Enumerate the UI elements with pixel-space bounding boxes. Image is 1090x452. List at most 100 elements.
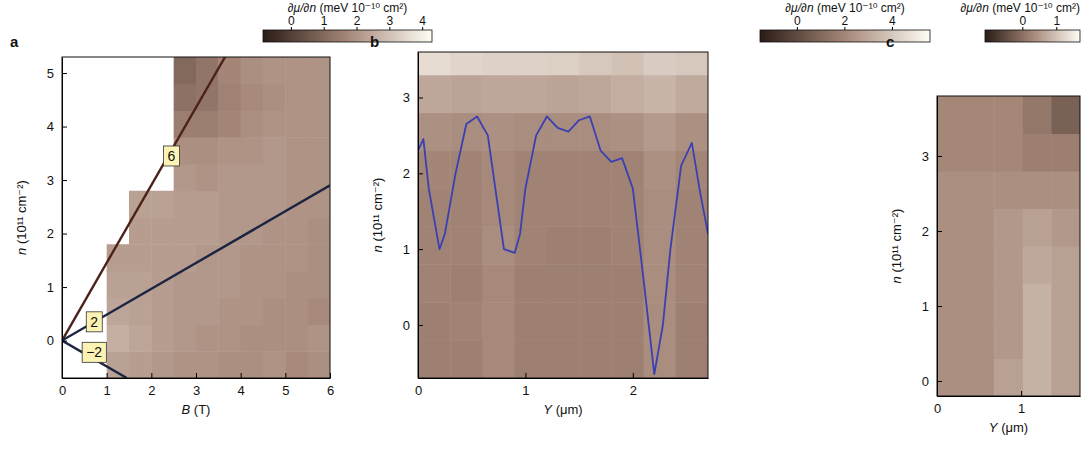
heatmap-cell <box>308 271 330 298</box>
heatmap-cell <box>285 164 308 191</box>
heatmap-cell <box>196 244 219 271</box>
heatmap-cell <box>263 137 286 164</box>
heatmap-cell <box>151 191 174 218</box>
heatmap-cell <box>241 351 264 378</box>
heatmap <box>937 96 1080 396</box>
panel-label: b <box>370 33 379 50</box>
heatmap-cell <box>129 218 152 245</box>
heatmap-cell <box>418 302 451 340</box>
heatmap-cell <box>418 151 451 189</box>
y-axis-tick: 3 <box>922 149 942 164</box>
heatmap-cell <box>1051 171 1080 209</box>
y-axis-tick-label: 0 <box>47 333 54 348</box>
x-axis: 0123456 <box>59 373 334 398</box>
heatmap-cell <box>611 302 644 340</box>
heatmap-cell <box>450 151 483 189</box>
heatmap <box>107 57 330 378</box>
heatmap-cell <box>1051 209 1080 247</box>
heatmap-cell <box>611 188 644 226</box>
heatmap-cell <box>515 52 548 75</box>
colorbar-axis-tick: 4 <box>419 14 426 30</box>
y-axis-tick-label: 2 <box>922 224 929 239</box>
heatmap-cell <box>676 302 708 340</box>
heatmap-cell <box>482 151 515 189</box>
heatmap-cell <box>515 264 548 302</box>
colorbar-axis-tick-label: 2 <box>354 14 361 28</box>
x-axis: 01 <box>934 391 1081 416</box>
y-axis-tick: 1 <box>922 299 942 314</box>
panel: 0120123Y (μm)n (10¹¹ cm⁻²)024∂μ/∂n (meV … <box>370 1 931 417</box>
colorbar-axis-line <box>986 30 1081 31</box>
heatmap-cell <box>263 244 286 271</box>
line-label-text: −2 <box>86 344 102 360</box>
colorbar-axis-tick-label: 2 <box>842 14 849 28</box>
heatmap-cell <box>129 351 152 378</box>
heatmap-cell <box>611 52 644 75</box>
heatmap-cell <box>1051 284 1080 322</box>
x-axis-tick-mark <box>525 373 526 378</box>
heatmap-cell <box>285 351 308 378</box>
heatmap-cell <box>1023 246 1052 284</box>
heatmap-cell <box>174 84 197 111</box>
colorbar-axis: 024 <box>761 14 931 31</box>
heatmap-cell <box>450 75 483 113</box>
heatmap-cell <box>547 151 580 189</box>
x-axis-tick: 1 <box>104 373 111 398</box>
colorbar: 01∂μ/∂n (meV 10⁻¹⁰ cm²) <box>960 1 1080 42</box>
heatmap-cell <box>1023 171 1052 209</box>
heatmap-cell <box>450 188 483 226</box>
colorbar-axis-tick: 1 <box>1053 14 1060 30</box>
colorbar-axis-tick-label: 1 <box>321 14 328 28</box>
x-axis-tick: 6 <box>327 373 334 398</box>
colorbar-gradient <box>985 30 1080 42</box>
heatmap-cell <box>218 271 241 298</box>
heatmap-cell <box>450 340 483 378</box>
y-axis-tick-mark <box>62 341 67 342</box>
heatmap-cell <box>308 351 330 378</box>
heatmap-cell <box>285 298 308 325</box>
heatmap-cell <box>994 246 1023 284</box>
heatmap-cell <box>285 111 308 138</box>
heatmap-cell <box>937 209 966 247</box>
heatmap-cell <box>285 271 308 298</box>
heatmap-cell <box>515 75 548 113</box>
heatmap-cell <box>482 264 515 302</box>
heatmap-cell <box>644 151 677 189</box>
heatmap-cell <box>174 325 197 352</box>
y-axis-tick-mark <box>62 234 67 235</box>
x-axis-tick-label: 4 <box>238 383 245 398</box>
heatmap-cell <box>308 137 330 164</box>
x-axis-tick-mark <box>1021 391 1022 396</box>
x-axis-tick-label: 2 <box>148 383 155 398</box>
y-axis-tick-mark <box>937 231 942 232</box>
y-axis-line <box>418 53 419 379</box>
heatmap-cell <box>676 75 708 113</box>
y-axis-line <box>62 58 63 379</box>
x-axis-tick: 2 <box>148 373 155 398</box>
heatmap-cell <box>241 271 264 298</box>
heatmap-cell <box>676 226 708 264</box>
heatmap-cell <box>196 298 219 325</box>
heatmap-cell <box>579 75 612 113</box>
colorbar-title: ∂μ/∂n (meV 10⁻¹⁰ cm²) <box>288 1 408 15</box>
line <box>62 57 225 341</box>
heatmap-cell <box>966 321 995 359</box>
heatmap-cell <box>107 271 130 298</box>
x-axis-tick-label: 6 <box>327 383 334 398</box>
heatmap-cell <box>241 57 264 84</box>
y-axis-tick-label: 4 <box>47 119 54 134</box>
colorbar-title: ∂μ/∂n (meV 10⁻¹⁰ cm²) <box>785 1 905 15</box>
heatmap-cell <box>547 264 580 302</box>
heatmap-cell <box>482 340 515 378</box>
x-axis-title: B (T) <box>182 402 211 417</box>
x-axis-tick-label: 1 <box>522 383 529 398</box>
heatmap-cell <box>579 264 612 302</box>
heatmap-cell <box>450 226 483 264</box>
colorbar-axis-tick-label: 4 <box>419 14 426 28</box>
y-axis-tick: 0 <box>922 374 942 389</box>
heatmap-cell <box>482 113 515 151</box>
y-axis-tick: 5 <box>47 66 67 81</box>
colorbar-axis-tick-label: 3 <box>386 14 393 28</box>
heatmap-cell <box>308 84 330 111</box>
heatmap-cell <box>418 340 451 378</box>
